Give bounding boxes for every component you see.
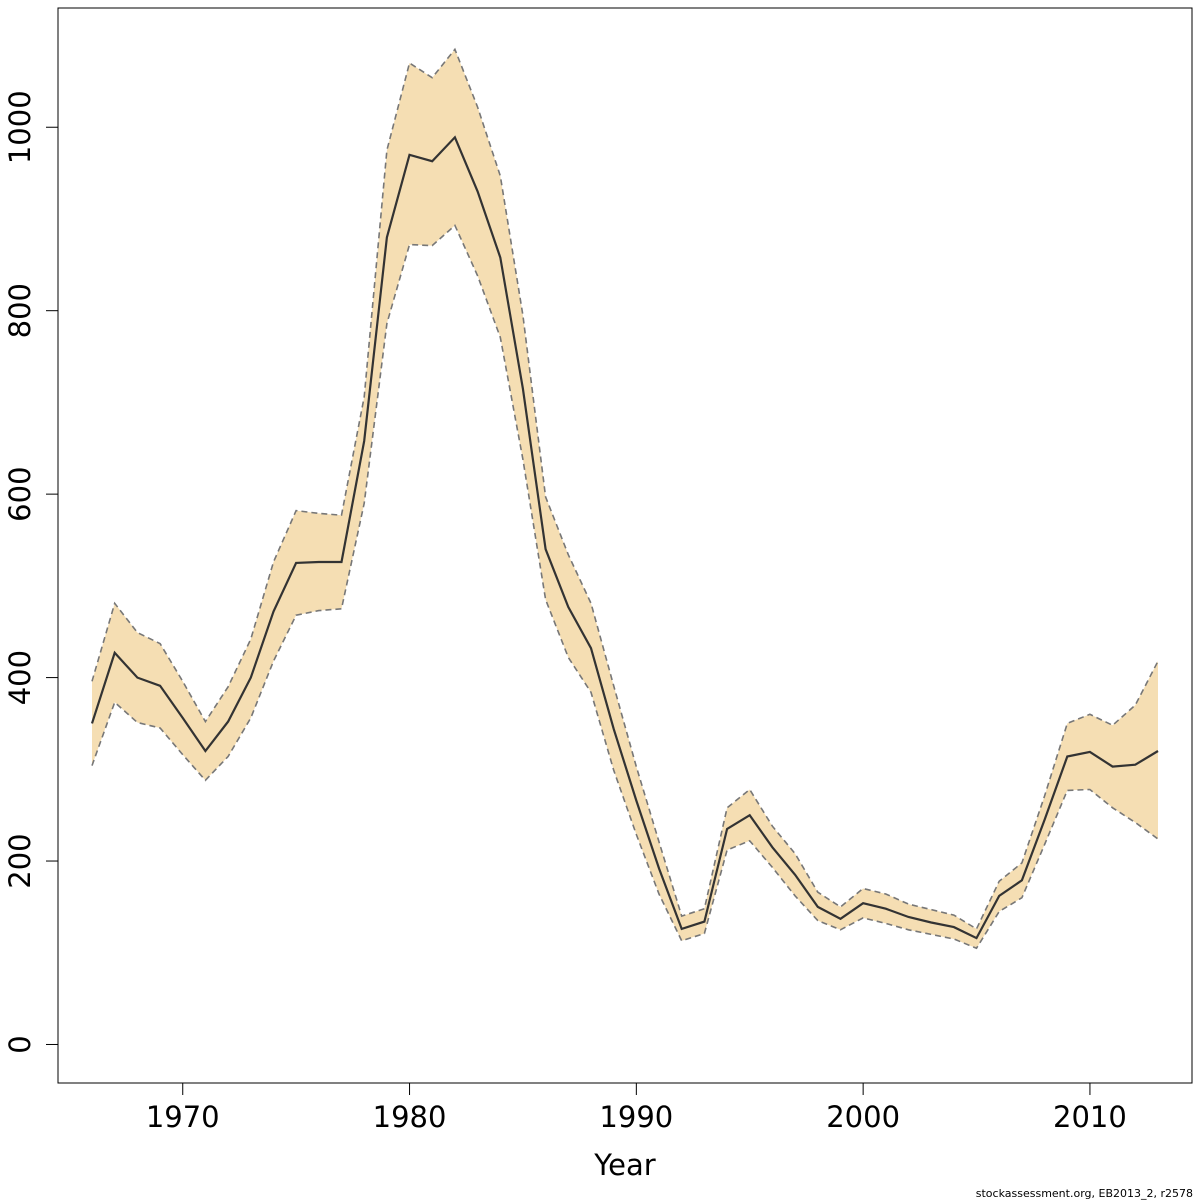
x-tick-label: 2010 (1053, 1100, 1127, 1134)
y-tick-label: 400 (3, 650, 37, 705)
y-axis: 0 200 400 600 800 1000 (3, 90, 59, 1054)
x-tick-label: 1970 (146, 1100, 220, 1134)
y-tick-label: 200 (3, 833, 37, 888)
x-axis: 1970 1980 1990 2000 2010 (146, 1082, 1127, 1134)
upper-bound-line (91, 47, 1159, 931)
y-tick-label: 600 (3, 466, 37, 521)
footer-credit: stockassessment.org, EB2013_2, r2578 (976, 1187, 1193, 1200)
plot-frame (57, 7, 1193, 1084)
y-tick-label: 1000 (3, 90, 37, 164)
x-tick-label: 1990 (599, 1100, 673, 1134)
y-tick-label: 0 (3, 1035, 37, 1053)
confidence-band (92, 49, 1158, 949)
lower-bound-line (91, 224, 1159, 950)
y-tick-label: 800 (3, 283, 37, 338)
x-tick-label: 1980 (373, 1100, 447, 1134)
estimate-line (90, 135, 1159, 940)
x-tick-label: 2000 (826, 1100, 900, 1134)
x-axis-title: Year (593, 1148, 655, 1182)
